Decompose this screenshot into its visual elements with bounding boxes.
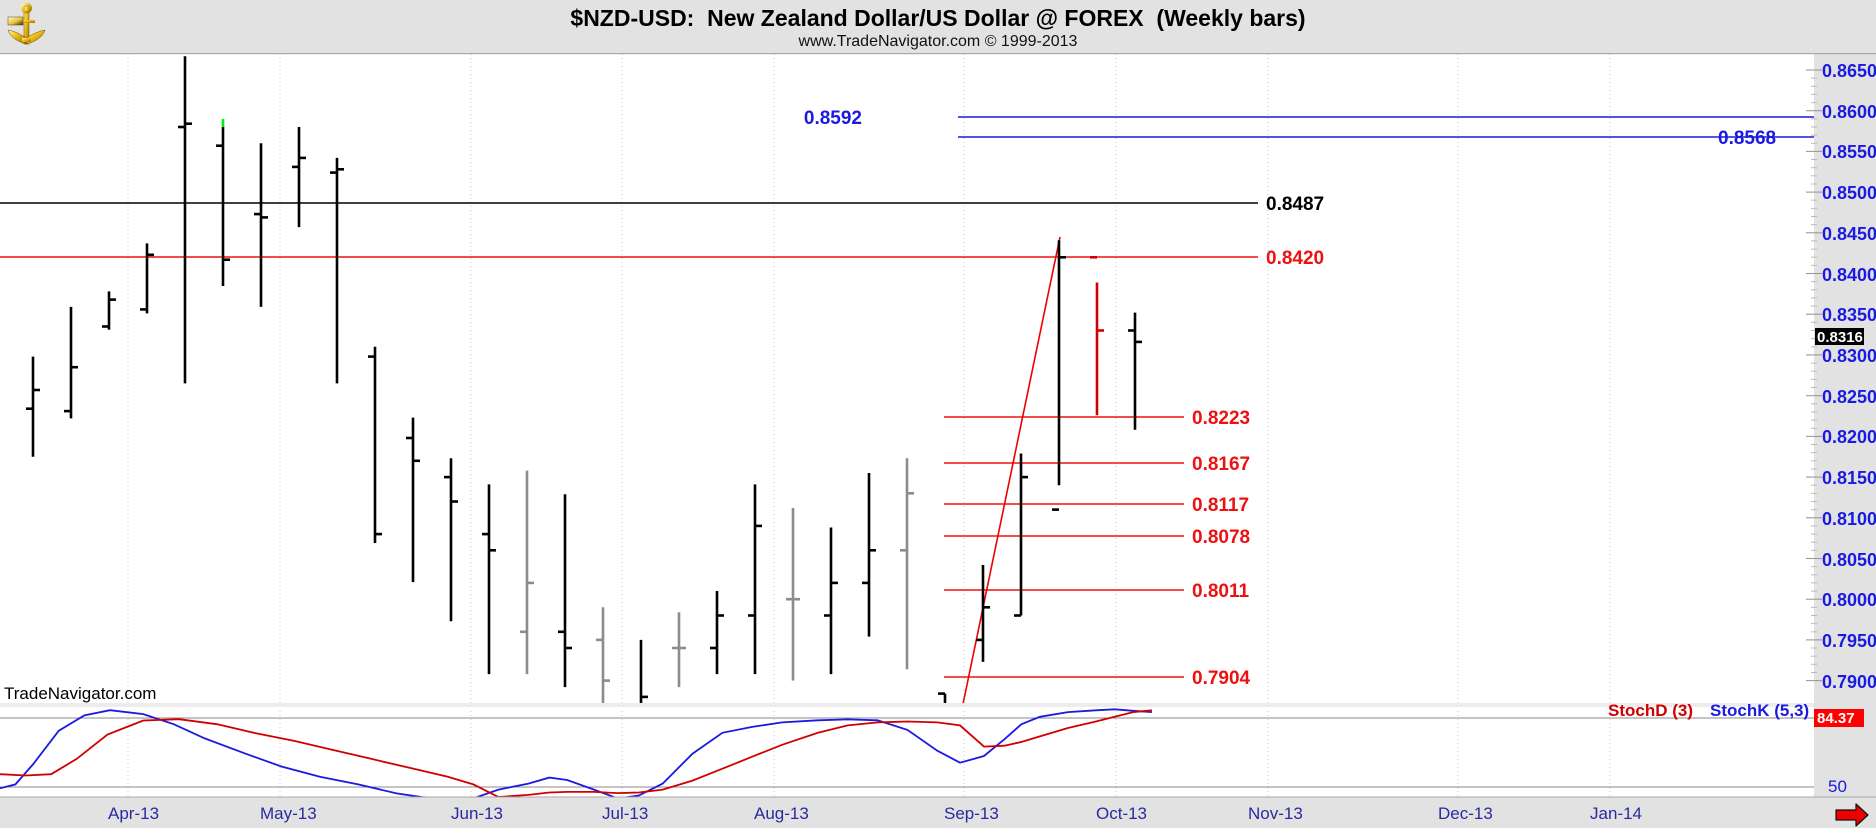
svg-text:TradeNavigator.com: TradeNavigator.com bbox=[4, 684, 156, 703]
svg-text:Oct-13: Oct-13 bbox=[1096, 804, 1147, 823]
svg-text:StochK (5,3): StochK (5,3) bbox=[1710, 701, 1809, 720]
svg-text:0.8600: 0.8600 bbox=[1822, 102, 1876, 122]
svg-text:0.8011: 0.8011 bbox=[1192, 581, 1249, 602]
svg-text:Jan-14: Jan-14 bbox=[1590, 804, 1642, 823]
svg-text:StochD (3): StochD (3) bbox=[1608, 701, 1693, 720]
svg-text:Dec-13: Dec-13 bbox=[1438, 804, 1493, 823]
svg-text:0.8487: 0.8487 bbox=[1266, 194, 1324, 215]
svg-text:0.8650: 0.8650 bbox=[1822, 61, 1876, 81]
svg-text:0.8300: 0.8300 bbox=[1822, 346, 1876, 366]
svg-text:0.8568: 0.8568 bbox=[1718, 128, 1776, 149]
svg-text:0.8500: 0.8500 bbox=[1822, 183, 1876, 203]
svg-text:0.8100: 0.8100 bbox=[1822, 509, 1876, 529]
svg-text:Aug-13: Aug-13 bbox=[754, 804, 809, 823]
svg-text:0.8000: 0.8000 bbox=[1822, 590, 1876, 610]
svg-text:0.8223: 0.8223 bbox=[1192, 408, 1250, 429]
svg-text:0.8350: 0.8350 bbox=[1822, 305, 1876, 325]
svg-text:0.8200: 0.8200 bbox=[1822, 427, 1876, 447]
svg-text:0.8150: 0.8150 bbox=[1822, 468, 1876, 488]
svg-text:0.8550: 0.8550 bbox=[1822, 142, 1876, 162]
svg-text:0.7900: 0.7900 bbox=[1822, 672, 1876, 692]
svg-text:May-13: May-13 bbox=[260, 804, 317, 823]
svg-text:0.8420: 0.8420 bbox=[1266, 248, 1324, 269]
svg-text:0.8250: 0.8250 bbox=[1822, 387, 1876, 407]
svg-text:Apr-13: Apr-13 bbox=[108, 804, 159, 823]
svg-text:0.8400: 0.8400 bbox=[1822, 265, 1876, 285]
svg-text:0.8117: 0.8117 bbox=[1192, 495, 1249, 516]
svg-text:Sep-13: Sep-13 bbox=[944, 804, 999, 823]
svg-text:84.37: 84.37 bbox=[1817, 710, 1855, 727]
svg-text:Nov-13: Nov-13 bbox=[1248, 804, 1303, 823]
svg-text:0.8050: 0.8050 bbox=[1822, 550, 1876, 570]
svg-text:0.7950: 0.7950 bbox=[1822, 631, 1876, 651]
svg-text:50: 50 bbox=[1828, 777, 1847, 796]
svg-text:0.8078: 0.8078 bbox=[1192, 527, 1250, 548]
svg-text:0.8316: 0.8316 bbox=[1817, 329, 1863, 346]
svg-text:0.7904: 0.7904 bbox=[1192, 668, 1251, 689]
svg-text:0.8450: 0.8450 bbox=[1822, 224, 1876, 244]
svg-text:Jun-13: Jun-13 bbox=[451, 804, 503, 823]
svg-text:0.8592: 0.8592 bbox=[804, 108, 862, 129]
svg-text:Jul-13: Jul-13 bbox=[602, 804, 648, 823]
svg-text:0.8167: 0.8167 bbox=[1192, 454, 1250, 475]
